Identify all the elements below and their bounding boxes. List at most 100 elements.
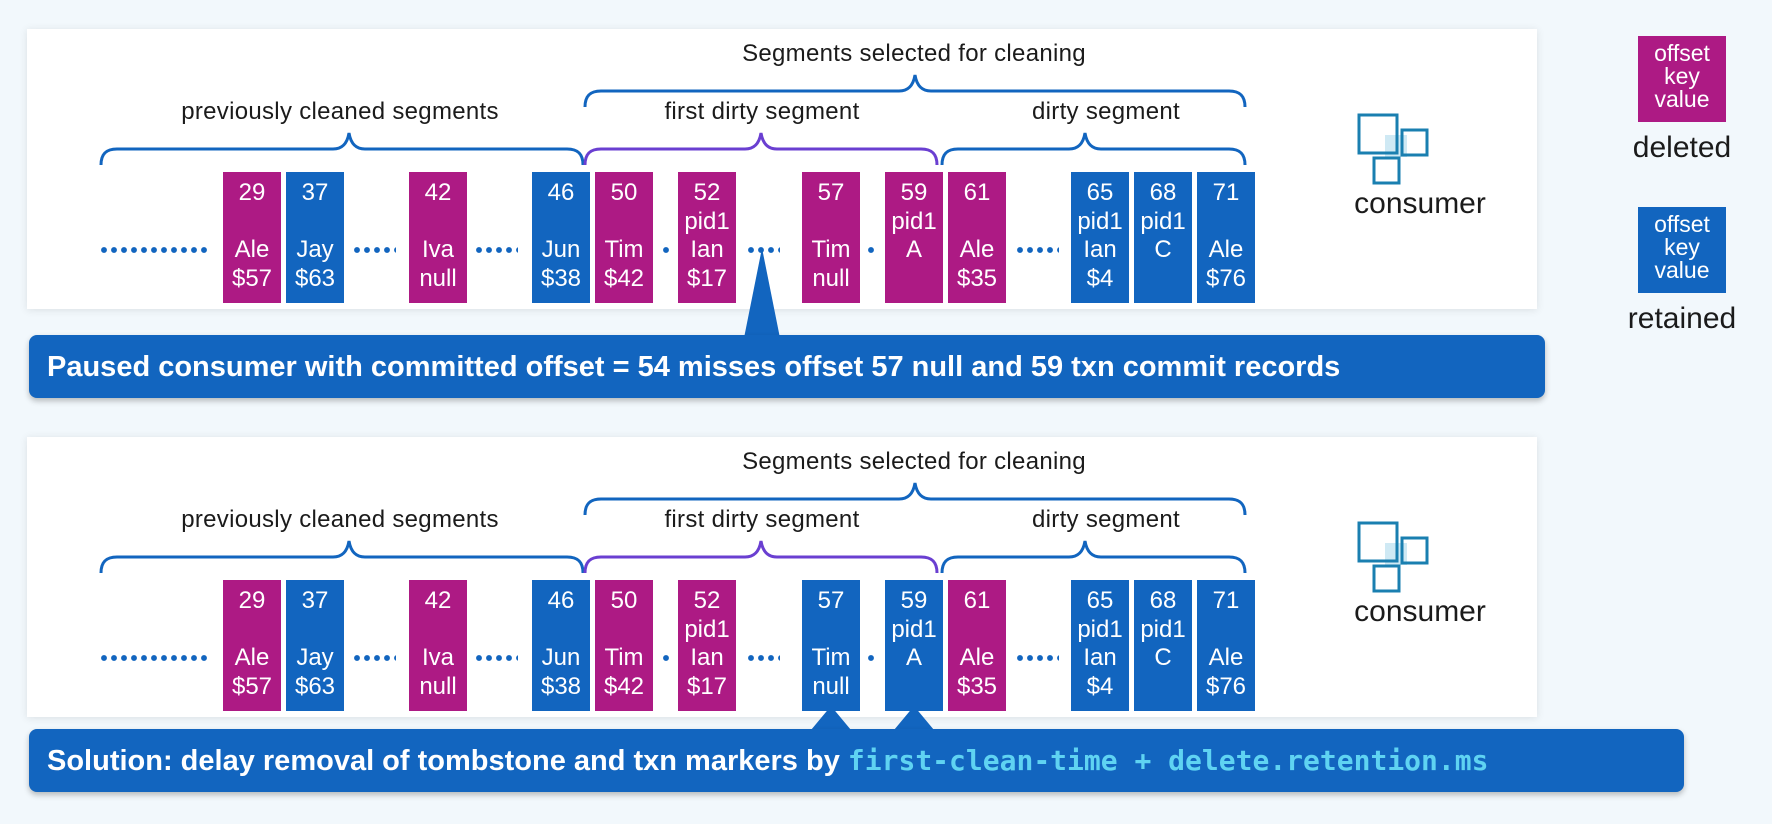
- callout-pointer: [744, 248, 780, 338]
- consumer-icon: [1357, 113, 1429, 185]
- record-37: 37 Jay $63: [286, 172, 344, 303]
- record-key: A: [905, 644, 922, 671]
- record-value: $38: [540, 265, 582, 292]
- record-offset: 61: [963, 179, 991, 206]
- record-offset: 61: [963, 587, 991, 614]
- record-pid: pid1: [891, 616, 937, 643]
- record-offset: 37: [301, 587, 329, 614]
- record-offset: 71: [1212, 587, 1240, 614]
- record-65: 65 pid1 Ian $4: [1071, 172, 1129, 303]
- legend-line: key: [1664, 234, 1700, 260]
- record-pid: pid1: [1140, 616, 1186, 643]
- brace-first-dirty: [583, 132, 939, 166]
- record-value: $57: [231, 673, 273, 700]
- record-pid: pid1: [1077, 208, 1123, 235]
- previously-cleaned-label: previously cleaned segments: [181, 506, 499, 533]
- callout-code: first-clean-time + delete.retention.ms: [847, 744, 1489, 777]
- first-dirty-segment-label: first dirty segment: [664, 98, 860, 125]
- ellipsis-dots: [1015, 655, 1059, 661]
- ellipsis-dots: [474, 247, 518, 253]
- record-offset: 71: [1212, 179, 1240, 206]
- legend-line: offset: [1654, 40, 1710, 66]
- record-value: $17: [686, 265, 728, 292]
- record-71: 71 Ale $76: [1197, 580, 1255, 711]
- ellipsis-dots: [352, 655, 396, 661]
- record-57: 57 Tim null: [802, 580, 860, 711]
- brace-dirty: [940, 132, 1247, 166]
- record-value: $57: [231, 265, 273, 292]
- dirty-segment-label: dirty segment: [1032, 98, 1180, 125]
- record-offset: 50: [610, 587, 638, 614]
- record-offset: 68: [1149, 179, 1177, 206]
- record-offset: 65: [1086, 179, 1114, 206]
- consumer-icon: [1357, 521, 1429, 593]
- record-key: Tim: [811, 236, 851, 263]
- record-value: $42: [603, 673, 645, 700]
- record-key: Ale: [959, 644, 995, 671]
- record-29: 29 Ale $57: [223, 172, 281, 303]
- record-50: 50 Tim $42: [595, 172, 653, 303]
- brace-previously-cleaned: [99, 540, 585, 574]
- ellipsis-dots: [661, 655, 671, 661]
- record-value: null: [812, 673, 850, 700]
- record-key: Jun: [541, 644, 581, 671]
- record-59: 59 pid1 A: [885, 172, 943, 303]
- consumer-label: consumer: [1354, 595, 1486, 628]
- record-value: $38: [540, 673, 582, 700]
- legend-line: offset: [1654, 211, 1710, 237]
- record-29: 29 Ale $57: [223, 580, 281, 711]
- record-offset: 29: [238, 179, 266, 206]
- record-65: 65 pid1 Ian $4: [1071, 580, 1129, 711]
- record-value: null: [812, 265, 850, 292]
- legend-line: value: [1654, 257, 1710, 283]
- segment-braces: [99, 482, 1247, 574]
- record-key: Ale: [234, 236, 270, 263]
- header-label: Segments selected for cleaning: [742, 448, 1086, 475]
- record-42: 42 Iva null: [409, 172, 467, 303]
- callout-pointer: [811, 706, 851, 730]
- previously-cleaned-label: previously cleaned segments: [181, 98, 499, 125]
- callout-pointer: [894, 706, 934, 730]
- first-dirty-segment-label: first dirty segment: [664, 506, 860, 533]
- record-key: Ale: [234, 644, 270, 671]
- record-value: $4: [1086, 673, 1114, 700]
- record-value: $35: [956, 673, 998, 700]
- brace-selected-for-cleaning: [583, 482, 1247, 516]
- record-offset: 42: [424, 179, 452, 206]
- record-50: 50 Tim $42: [595, 580, 653, 711]
- record-71: 71 Ale $76: [1197, 172, 1255, 303]
- callout-solution: Solution: delay removal of tombstone and…: [29, 729, 1684, 792]
- legend-deleted-box: offset key value: [1638, 36, 1726, 122]
- record-pid: pid1: [891, 208, 937, 235]
- record-offset: 59: [900, 179, 928, 206]
- record-52: 52 pid1 Ian $17: [678, 172, 736, 303]
- record-key: Ale: [1208, 236, 1244, 263]
- record-offset: 52: [693, 179, 721, 206]
- ellipsis-dots: [99, 247, 209, 253]
- record-key: Iva: [421, 644, 454, 671]
- callout-text: Paused consumer with committed offset = …: [47, 351, 1341, 383]
- record-key: Ian: [1083, 644, 1117, 671]
- callout-paused-consumer: Paused consumer with committed offset = …: [29, 335, 1545, 398]
- ellipsis-dots: [746, 247, 780, 253]
- record-key: Ian: [1083, 236, 1117, 263]
- record-key: Ale: [1208, 644, 1244, 671]
- ellipsis-dots: [474, 655, 518, 661]
- record-59: 59 pid1 A: [885, 580, 943, 711]
- brace-dirty: [940, 540, 1247, 574]
- record-key: Jay: [296, 644, 334, 671]
- ellipsis-dots: [99, 655, 209, 661]
- record-offset: 68: [1149, 587, 1177, 614]
- record-pid: pid1: [1077, 616, 1123, 643]
- brace-first-dirty: [583, 540, 939, 574]
- legend-deleted-label: deleted: [1632, 131, 1732, 164]
- record-pid: pid1: [684, 616, 730, 643]
- record-offset: 57: [817, 179, 845, 206]
- record-offset: 57: [817, 587, 845, 614]
- record-key: Tim: [604, 236, 644, 263]
- record-37: 37 Jay $63: [286, 580, 344, 711]
- record-pid: pid1: [684, 208, 730, 235]
- record-61: 61 Ale $35: [948, 580, 1006, 711]
- record-key: Tim: [811, 644, 851, 671]
- record-value: $63: [294, 673, 336, 700]
